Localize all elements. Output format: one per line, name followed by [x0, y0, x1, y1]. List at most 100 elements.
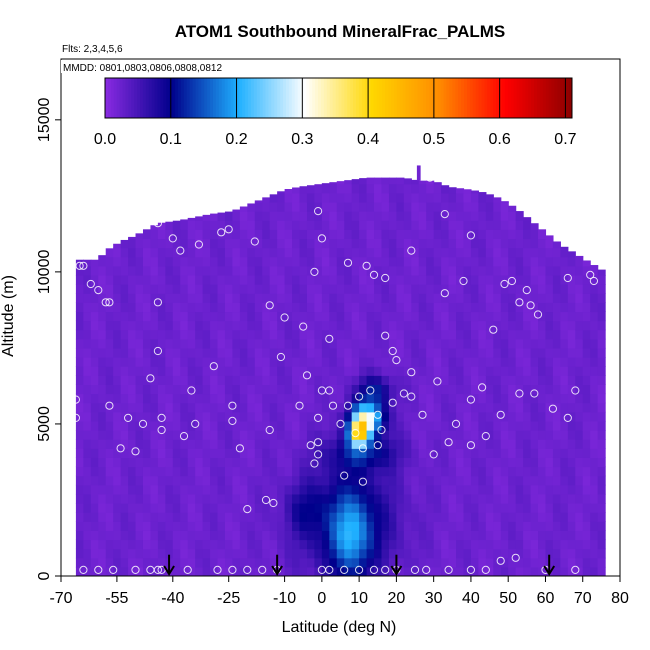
heatmap-cell [448, 521, 457, 531]
heatmap-cell [448, 256, 457, 267]
heatmap-cell [105, 484, 114, 495]
observation-point [153, 346, 162, 356]
heatmap-cell [485, 475, 494, 486]
heatmap-cell [157, 293, 166, 303]
heatmap-cell [545, 247, 554, 258]
heatmap-cell [433, 366, 442, 376]
heatmap-cell [366, 457, 375, 468]
observation-point [228, 401, 237, 410]
heatmap-cell [567, 402, 576, 413]
heatmap-cell [239, 247, 248, 258]
heatmap-cell [403, 357, 412, 367]
heatmap-cell [456, 357, 465, 367]
observation-point [314, 450, 323, 459]
colorbar-swatch [268, 78, 272, 118]
heatmap-cell [195, 220, 204, 230]
heatmap-cell [538, 493, 547, 504]
heatmap-cell [523, 466, 532, 477]
heatmap-cell [433, 430, 442, 440]
heatmap-cell [299, 186, 308, 194]
heatmap-cell [172, 384, 181, 395]
heatmap-cell [135, 274, 144, 285]
heatmap-cell [210, 320, 219, 331]
heatmap-cell [157, 548, 166, 559]
heatmap-cell [90, 493, 99, 504]
heatmap-cell [418, 366, 427, 376]
heatmap-cell [418, 466, 427, 477]
heatmap-cell [135, 247, 144, 258]
colorbar-swatch [157, 78, 161, 118]
heatmap-cell [105, 357, 114, 367]
heatmap-cell [545, 256, 554, 267]
observation-point [373, 410, 382, 419]
heatmap-cell [575, 539, 584, 550]
heatmap-cell [590, 402, 599, 413]
heatmap-cell [292, 420, 301, 431]
heatmap-cell [344, 229, 353, 240]
heatmap-cell [75, 329, 84, 340]
heatmap-cell [478, 548, 487, 559]
heatmap-cell [75, 512, 84, 522]
heatmap-cell [508, 484, 517, 495]
heatmap-cell [396, 566, 405, 576]
heatmap-cell [366, 384, 375, 395]
heatmap-cell [470, 366, 479, 376]
heatmap-cell [515, 411, 524, 422]
heatmap-cell [157, 539, 166, 550]
heatmap-cell [403, 192, 412, 203]
heatmap-cell [396, 503, 405, 513]
colorbar-swatch [212, 78, 217, 118]
heatmap-cell [195, 302, 204, 313]
observation-point [183, 565, 192, 575]
heatmap-cell [411, 493, 420, 504]
observation-point [366, 386, 375, 395]
observation-point [351, 429, 360, 438]
heatmap-cell [560, 347, 569, 358]
heatmap-cell [210, 475, 219, 486]
heatmap-cell [329, 484, 338, 495]
heatmap-cell [411, 220, 420, 230]
heatmap-cell [545, 265, 554, 276]
heatmap-cell [232, 402, 241, 413]
heatmap-cell [426, 220, 435, 230]
heatmap-cell [232, 274, 241, 285]
heatmap-cell [552, 402, 561, 413]
heatmap-cell [306, 256, 316, 267]
heatmap-cell [388, 274, 397, 285]
heatmap-cell [463, 357, 472, 367]
colorbar-swatch [481, 78, 485, 118]
heatmap-cell [105, 420, 114, 431]
heatmap-cell [150, 225, 159, 230]
heatmap-cell [277, 557, 286, 568]
heatmap-cell [530, 557, 539, 568]
heatmap-cell [83, 259, 92, 267]
heatmap-cell [83, 311, 92, 322]
colorbar-swatch [140, 78, 144, 118]
heatmap-cell [210, 366, 219, 376]
heatmap-cell [187, 329, 196, 340]
flights-label: Flts: 2,3,4,5,6 [62, 44, 123, 55]
heatmap-cell [299, 548, 308, 559]
x-tick-label: -40 [161, 590, 184, 607]
heatmap-cell [128, 274, 137, 285]
heatmap-cell [403, 211, 412, 221]
heatmap-cell [538, 430, 547, 440]
colorbar-swatch [306, 78, 310, 118]
colorbar-swatch [551, 78, 555, 118]
heatmap-cell [165, 293, 174, 303]
heatmap-cell [366, 284, 375, 294]
heatmap-cell [590, 375, 599, 385]
heatmap-cell [374, 357, 383, 367]
heatmap-cell [321, 183, 330, 185]
heatmap-cell [441, 448, 450, 458]
heatmap-cell [374, 284, 383, 294]
heatmap-cell [433, 557, 442, 568]
heatmap-cell [217, 393, 226, 404]
heatmap-cell [210, 311, 219, 322]
heatmap-cell [232, 265, 241, 276]
heatmap-cell [180, 274, 189, 285]
heatmap-cell [552, 448, 561, 458]
heatmap-cell [262, 311, 271, 322]
heatmap-cell [217, 274, 226, 285]
heatmap-cell [493, 420, 502, 431]
